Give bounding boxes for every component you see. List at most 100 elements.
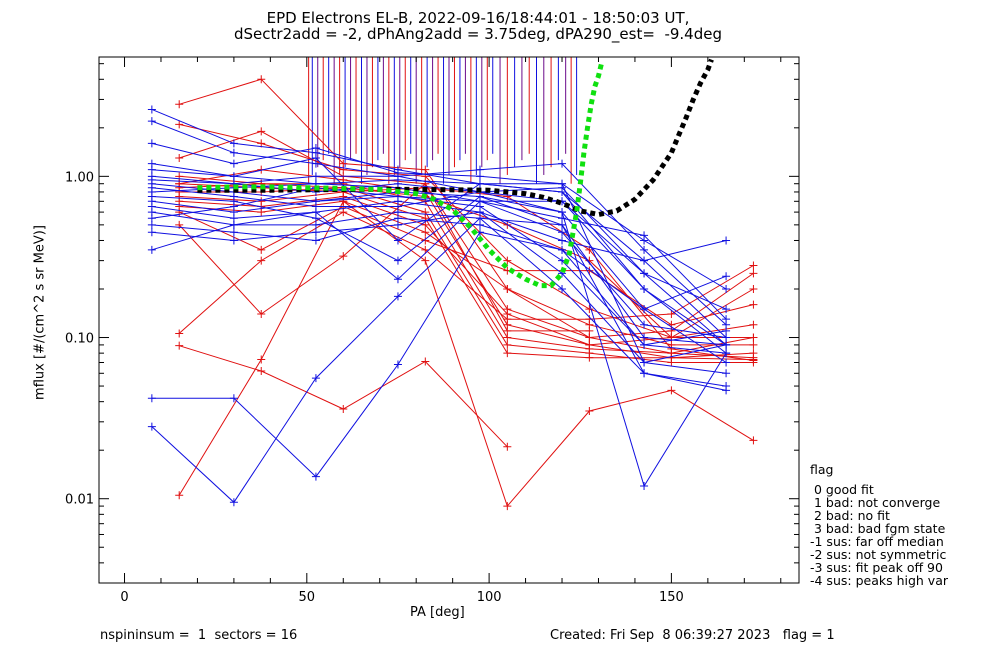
axes: 0 50 100 150 0.01 0.10 1.00 (65, 57, 799, 605)
red-series-point (503, 326, 512, 335)
red-series-point (503, 340, 512, 349)
blue-series-point (147, 220, 156, 229)
blue-series-line (151, 211, 727, 262)
blue-series-point (475, 214, 484, 223)
legend-item: -4 sus: peaks high var (810, 573, 949, 588)
blue-series-point (558, 208, 567, 217)
footer-left: nspininsum = 1 sectors = 16 (100, 628, 298, 643)
blue-series-point (147, 245, 156, 254)
blue-series-point (311, 472, 320, 481)
red-series-point (257, 256, 266, 265)
blue-series-point (311, 374, 320, 383)
blue-series-point (558, 159, 567, 168)
red-series-line (178, 211, 754, 334)
blue-series-point (640, 340, 649, 349)
blue-series-line (151, 231, 727, 478)
blue-series-point (147, 175, 156, 184)
chart-title-line1: EPD Electrons EL-B, 2022-09-16/18:44:01 … (266, 9, 690, 27)
red-series-point (749, 356, 758, 365)
red-series-point (749, 333, 758, 342)
fit-curves (197, 58, 714, 289)
red-series-point (585, 407, 594, 416)
blue-series-line (151, 217, 727, 504)
red-series-point (339, 252, 348, 261)
x-tick-label: 100 (477, 590, 502, 605)
blue-series-point (640, 256, 649, 265)
blue-series-line (151, 187, 727, 346)
blue-series-point (722, 349, 731, 358)
x-tick-label: 150 (659, 590, 684, 605)
red-series-point (175, 329, 184, 338)
blue-series-point (229, 236, 238, 245)
blue-series-point (393, 220, 402, 229)
blue-series-point (311, 236, 320, 245)
blue-series-point (229, 172, 238, 181)
blue-series-point (147, 105, 156, 114)
red-series-point (503, 285, 512, 294)
red-series-point (667, 386, 676, 395)
blue-series-point (722, 285, 731, 294)
blue-series-point (311, 143, 320, 152)
red-series-point (585, 305, 594, 314)
blue-series-point (393, 360, 402, 369)
red-series-point (585, 315, 594, 324)
blue-series-point (558, 236, 567, 245)
red-series-point (421, 245, 430, 254)
red-series-point (585, 340, 594, 349)
red-series-point (503, 333, 512, 342)
blue-series-line (151, 108, 727, 338)
blue-series-point (640, 305, 649, 314)
blue-series-line (151, 163, 727, 326)
blue-series-point (229, 202, 238, 211)
blue-series-point (393, 256, 402, 265)
red-series-line (179, 183, 754, 361)
blue-series-point (229, 214, 238, 223)
blue-series-point (475, 179, 484, 188)
blue-series-line (151, 217, 727, 310)
legend-item: -2 sus: not symmetric (810, 547, 947, 562)
x-axis-label: PA [deg] (410, 605, 465, 620)
red-series-point (749, 261, 758, 270)
blue-series-point (311, 228, 320, 237)
plot-frame (98, 56, 800, 584)
blue-series-point (311, 153, 320, 162)
blue-series-line (151, 142, 727, 290)
blue-series-point (558, 220, 567, 229)
blue-series-point (722, 386, 731, 395)
red-series-point (749, 340, 758, 349)
blue-series-line (151, 157, 727, 364)
red-series-point (421, 228, 430, 237)
red-series-point (585, 266, 594, 275)
blue-series-point (558, 183, 567, 192)
red-series-point (503, 502, 512, 511)
blue-series-point (722, 320, 731, 329)
blue-series-point (229, 220, 238, 229)
red-series-line (178, 200, 754, 508)
blue-series-point (147, 422, 156, 431)
footer-right: Created: Fri Sep 8 06:39:27 2023 flag = … (550, 628, 835, 643)
legend-item: 0 good fit (810, 482, 874, 497)
legend-item: 1 bad: not converge (810, 495, 941, 510)
red-series-point (175, 491, 184, 500)
blue-series-point (722, 333, 731, 342)
red-series-line (179, 130, 754, 354)
red-series-point (749, 320, 758, 329)
red-series-point (503, 442, 512, 451)
blue-series-point (393, 202, 402, 211)
red-series-line (179, 345, 508, 448)
blue-series-point (640, 231, 649, 240)
red-series-point (175, 100, 184, 109)
blue-series-point (229, 159, 238, 168)
red-series-point (421, 236, 430, 245)
blue-series-point (722, 305, 731, 314)
red-series-point (749, 300, 758, 309)
red-series-point (257, 355, 266, 364)
red-series-point (421, 165, 430, 174)
legend-item: 3 bad: bad fgm state (810, 521, 946, 536)
legend-item: -3 sus: fit peak off 90 (810, 560, 943, 575)
legend-item: -1 sus: far off median (810, 534, 944, 549)
blue-series-point (147, 139, 156, 148)
blue-series-line (151, 200, 727, 320)
red-series-point (667, 344, 676, 353)
red-series-point (585, 333, 594, 342)
